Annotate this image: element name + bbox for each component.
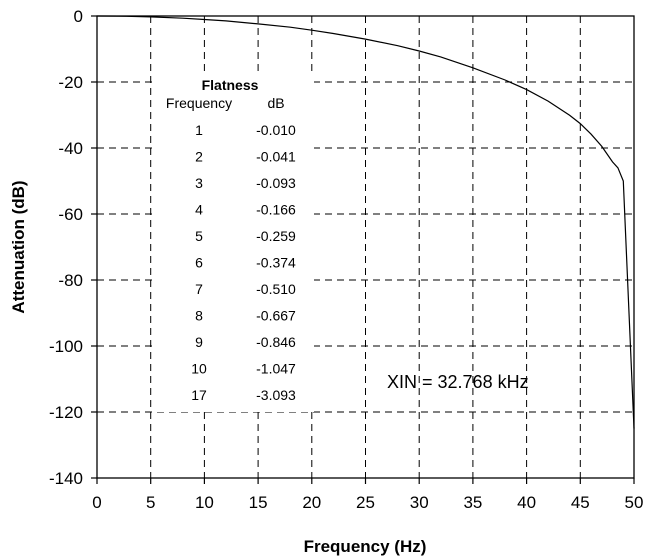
y-axis-title: Attenuation (dB) (9, 180, 28, 313)
table-cell-db: -3.093 (256, 387, 296, 403)
y-tick-label: -140 (49, 469, 83, 488)
x-tick-label: 15 (249, 493, 268, 512)
x-tick-label: 20 (302, 493, 321, 512)
y-tick-label: 0 (74, 7, 83, 26)
x-tick-label: 35 (463, 493, 482, 512)
table-cell-db: -1.047 (256, 361, 296, 377)
table-cell-db: -0.041 (256, 149, 296, 165)
y-tick-label: -120 (49, 403, 83, 422)
table-cell-frequency: 4 (195, 202, 203, 218)
x-tick-label: 25 (356, 493, 375, 512)
table-cell-db: -0.510 (256, 281, 296, 297)
x-tick-label: 0 (92, 493, 101, 512)
table-cell-db: -0.259 (256, 228, 296, 244)
x-tick-label: 5 (146, 493, 155, 512)
table-cell-db: -0.846 (256, 334, 296, 350)
table-header-frequency: Frequency (166, 95, 232, 111)
y-tick-label: -40 (58, 139, 83, 158)
table-cell-frequency: 2 (195, 149, 203, 165)
y-tick-label: -80 (58, 271, 83, 290)
table-title: Flatness (202, 77, 259, 93)
table-cell-frequency: 9 (195, 334, 203, 350)
table-cell-frequency: 10 (191, 361, 207, 377)
table-cell-db: -0.093 (256, 175, 296, 191)
attenuation-curve (96, 15, 635, 429)
table-header-db: dB (267, 95, 284, 111)
x-axis-ticks: 0 5 10 15 20 25 30 35 40 45 50 (92, 478, 643, 512)
table-cell-db: -0.010 (256, 122, 296, 138)
table-cell-frequency: 7 (195, 281, 203, 297)
y-tick-label: -20 (58, 73, 83, 92)
y-tick-label: -100 (49, 337, 83, 356)
table-cell-frequency: 5 (195, 228, 203, 244)
table-cell-frequency: 17 (191, 387, 207, 403)
flatness-table: Flatness Frequency dB 1 -0.010 2 -0.041 3 -0.… (166, 77, 296, 403)
table-cell-frequency: 3 (195, 175, 203, 191)
table-cell-frequency: 6 (195, 255, 203, 271)
x-tick-label: 45 (571, 493, 590, 512)
table-cell-db: -0.166 (256, 202, 296, 218)
y-axis-ticks: 0 -20 -40 -60 -80 -100 -120 -140 (49, 7, 97, 488)
x-tick-label: 40 (517, 493, 536, 512)
table-background (152, 76, 314, 412)
y-tick-label: -60 (58, 205, 83, 224)
annotation-xin: XIN = 32.768 kHz (387, 372, 529, 392)
table-cell-db: -0.667 (256, 308, 296, 324)
table-cell-db: -0.374 (256, 255, 296, 271)
x-tick-label: 10 (195, 493, 214, 512)
x-tick-label: 30 (410, 493, 429, 512)
x-axis-title: Frequency (Hz) (304, 537, 427, 556)
table-cell-frequency: 1 (195, 122, 203, 138)
x-tick-label: 50 (625, 493, 644, 512)
table-cell-frequency: 8 (195, 308, 203, 324)
